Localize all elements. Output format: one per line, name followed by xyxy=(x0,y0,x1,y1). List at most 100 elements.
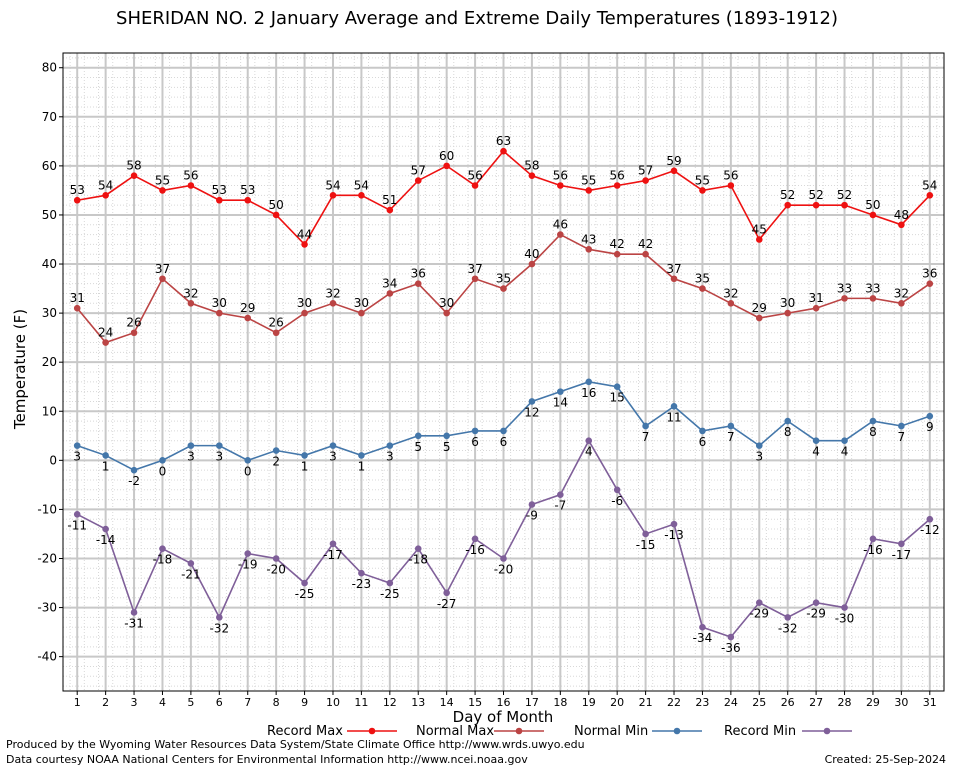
data-label: 1 xyxy=(102,459,110,473)
data-point xyxy=(187,560,195,567)
data-label: -6 xyxy=(611,494,623,508)
data-point xyxy=(301,579,308,587)
data-label: 54 xyxy=(98,178,113,192)
y-tick-label: -10 xyxy=(37,502,57,516)
data-label: -21 xyxy=(181,567,201,581)
x-tick-label: 4 xyxy=(159,696,166,709)
x-tick-label: 12 xyxy=(383,696,397,709)
data-point xyxy=(500,555,507,562)
data-label: 24 xyxy=(98,326,113,340)
data-point xyxy=(642,250,649,258)
data-label: 9 xyxy=(926,420,934,434)
data-point xyxy=(414,432,422,440)
x-tick-label: 10 xyxy=(326,696,340,709)
data-point xyxy=(329,540,337,548)
data-label: 4 xyxy=(812,445,820,459)
data-point xyxy=(755,314,763,322)
data-point xyxy=(159,457,166,464)
data-point xyxy=(102,192,109,199)
data-label: 54 xyxy=(922,178,937,192)
data-point xyxy=(755,442,763,449)
x-tick-label: 8 xyxy=(273,696,280,709)
data-point xyxy=(557,182,564,189)
data-point xyxy=(500,147,507,155)
data-label: 31 xyxy=(70,291,85,305)
data-label: -25 xyxy=(295,587,315,601)
x-tick-label: 9 xyxy=(301,696,308,709)
y-tick-label: 10 xyxy=(42,404,57,418)
data-point xyxy=(500,427,507,435)
data-point xyxy=(869,535,877,543)
data-label: 37 xyxy=(467,262,482,276)
legend-marker xyxy=(368,727,376,735)
x-tick-label: 15 xyxy=(468,696,482,709)
data-point xyxy=(812,437,820,445)
data-point xyxy=(557,388,564,395)
data-label: 56 xyxy=(553,169,568,183)
data-point xyxy=(841,437,848,445)
data-point xyxy=(73,442,81,449)
data-label: 11 xyxy=(666,410,681,424)
data-point xyxy=(386,579,394,587)
data-point xyxy=(244,314,252,322)
y-tick-label: 30 xyxy=(42,306,57,320)
data-point xyxy=(784,417,791,425)
data-point xyxy=(73,196,81,204)
x-tick-label: 5 xyxy=(187,696,194,709)
y-tick-label: -30 xyxy=(37,601,57,615)
data-point xyxy=(386,206,394,214)
data-label: -19 xyxy=(238,558,258,572)
data-label: 1 xyxy=(358,459,366,473)
x-axis-label: Day of Month xyxy=(453,708,554,726)
data-point xyxy=(386,442,394,449)
data-label: -18 xyxy=(153,553,173,567)
data-label: -17 xyxy=(892,548,912,562)
data-label: 63 xyxy=(496,134,511,148)
y-tick-label: -40 xyxy=(37,650,57,664)
data-point xyxy=(443,162,450,170)
data-point xyxy=(642,422,649,430)
data-point xyxy=(471,182,479,189)
data-label: -11 xyxy=(67,518,87,532)
data-label: 35 xyxy=(496,272,511,286)
data-point xyxy=(73,304,81,312)
data-point xyxy=(926,192,934,199)
data-point xyxy=(528,501,536,508)
data-point xyxy=(784,614,791,621)
data-label: 34 xyxy=(382,276,397,290)
x-tick-label: 1 xyxy=(74,696,81,709)
data-label: -30 xyxy=(835,612,855,626)
data-label: 8 xyxy=(784,425,792,439)
data-label: 57 xyxy=(638,164,653,178)
x-tick-label: 22 xyxy=(667,696,681,709)
data-point xyxy=(699,187,706,194)
data-point xyxy=(699,427,706,435)
x-tick-label: 2 xyxy=(102,696,109,709)
data-point xyxy=(358,569,365,577)
data-label: -29 xyxy=(806,607,826,621)
data-point xyxy=(73,511,81,518)
data-point xyxy=(898,540,905,548)
data-point xyxy=(301,241,308,248)
data-point xyxy=(755,599,763,606)
data-label: 54 xyxy=(325,178,340,192)
data-label: 45 xyxy=(752,222,767,236)
data-point xyxy=(699,285,706,292)
data-point xyxy=(216,442,223,449)
data-point xyxy=(812,599,820,606)
x-tick-label: 24 xyxy=(724,696,738,709)
data-label: 51 xyxy=(382,193,397,207)
x-tick-label: 18 xyxy=(553,696,567,709)
data-label: 7 xyxy=(898,430,906,444)
data-point xyxy=(926,280,934,287)
data-label: -18 xyxy=(408,553,428,567)
data-point xyxy=(329,299,337,307)
data-point xyxy=(187,442,195,449)
data-point xyxy=(301,452,308,459)
data-label: 53 xyxy=(240,183,255,197)
footer-produced-by: Produced by the Wyoming Water Resources … xyxy=(6,738,585,751)
data-point xyxy=(784,201,791,209)
data-label: 26 xyxy=(126,316,141,330)
data-label: 3 xyxy=(386,450,394,464)
